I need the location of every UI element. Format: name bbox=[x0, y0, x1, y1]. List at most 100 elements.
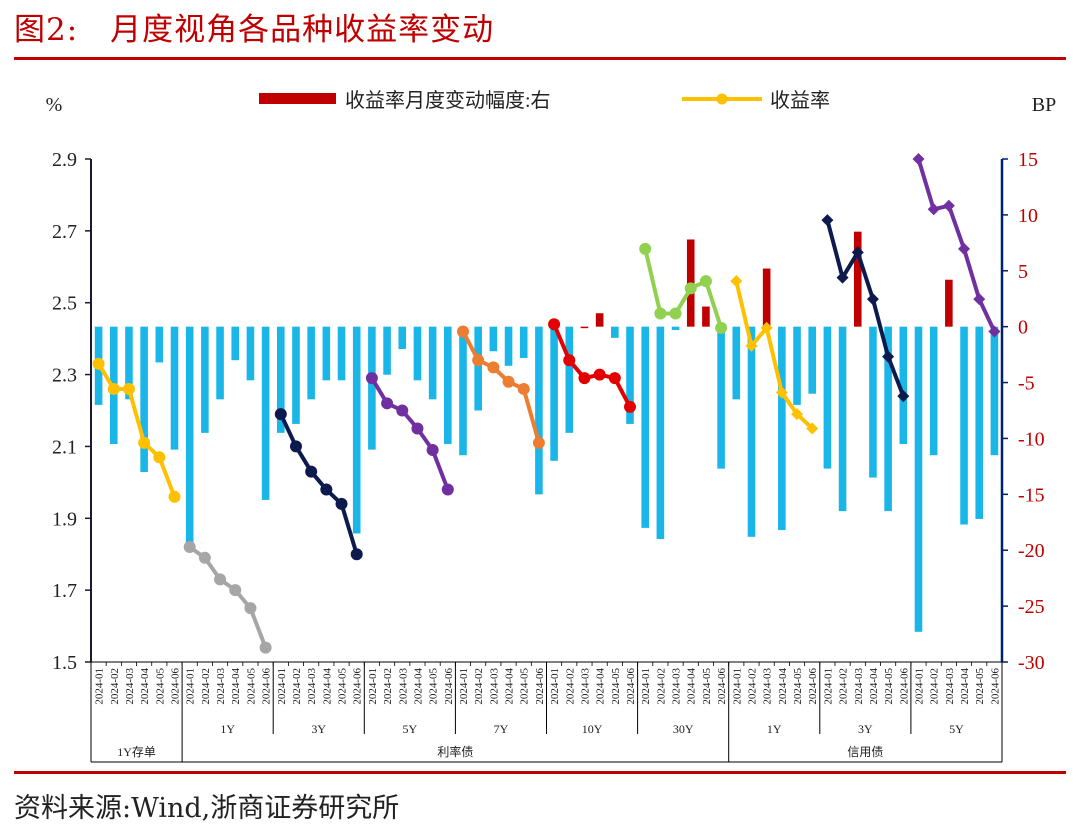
change-bar bbox=[398, 326, 407, 350]
yield-point bbox=[274, 408, 287, 421]
yield-point bbox=[138, 436, 151, 449]
chart: 1.5 1.7 1.9 2.1 2.3 2.5 2.7 2.9 -30 -25 -20 -15 -10 -… bbox=[46, 89, 1056, 763]
change-bar bbox=[170, 326, 179, 450]
yield-point bbox=[305, 465, 318, 478]
change-bar bbox=[990, 326, 999, 456]
yield-point bbox=[168, 490, 181, 503]
month-tick-label: 2024-06 bbox=[898, 668, 910, 705]
figure-title: 图2: 月度视角各品种收益率变动 bbox=[14, 12, 495, 48]
yield-point bbox=[350, 548, 363, 561]
yield-point bbox=[745, 339, 758, 352]
right-tick-label: -20 bbox=[1018, 540, 1045, 562]
yield-point bbox=[107, 382, 120, 395]
yield-point bbox=[730, 275, 743, 288]
left-tick-label: 2.5 bbox=[52, 293, 77, 315]
left-tick-label: 2.7 bbox=[52, 221, 77, 243]
yield-point bbox=[988, 325, 1001, 338]
change-bar bbox=[565, 326, 574, 433]
change-bar bbox=[823, 326, 832, 469]
change-bar bbox=[929, 326, 938, 456]
yield-point bbox=[882, 350, 895, 363]
yield-point bbox=[320, 483, 333, 496]
change-bar bbox=[717, 326, 725, 469]
yield-point bbox=[472, 354, 485, 367]
yield-point bbox=[624, 400, 637, 413]
month-tick-label: 2024-05 bbox=[519, 668, 531, 705]
month-tick-label: 2024-05 bbox=[154, 668, 166, 705]
change-bar bbox=[307, 326, 315, 400]
left-tick-label: 2.9 bbox=[52, 149, 77, 171]
group-label: 5Y bbox=[403, 722, 418, 736]
yield-point bbox=[517, 382, 530, 395]
yield-point bbox=[639, 242, 652, 255]
change-bar bbox=[140, 326, 148, 472]
month-tick-label: 2024-06 bbox=[261, 668, 273, 705]
group-label: 30Y bbox=[673, 722, 694, 736]
month-tick-label: 2024-03 bbox=[671, 668, 683, 705]
change-bar bbox=[337, 326, 346, 381]
group-label: 3Y bbox=[311, 722, 326, 736]
month-tick-label: 2024-03 bbox=[762, 668, 774, 705]
yield-point bbox=[760, 321, 773, 334]
yield-point bbox=[927, 203, 940, 216]
month-tick-label: 2024-06 bbox=[534, 668, 546, 705]
change-bar bbox=[125, 326, 133, 400]
source-note: 资料来源:Wind,浙商证券研究所 bbox=[14, 793, 400, 824]
month-tick-label: 2024-04 bbox=[412, 668, 424, 705]
yield-point bbox=[198, 551, 211, 564]
month-tick-label: 2024-05 bbox=[883, 668, 895, 705]
yield-point bbox=[214, 573, 227, 586]
month-tick-label: 2024-05 bbox=[610, 668, 622, 705]
change-bar bbox=[778, 326, 786, 531]
month-tick-label: 2024-06 bbox=[989, 668, 1001, 705]
yield-point bbox=[942, 199, 955, 212]
month-tick-label: 2024-04 bbox=[686, 668, 698, 705]
yield-point bbox=[396, 404, 409, 417]
change-bar bbox=[261, 326, 270, 500]
yield-point bbox=[851, 246, 864, 259]
yield-point bbox=[593, 368, 606, 381]
yield-point bbox=[836, 271, 849, 284]
yield-point bbox=[608, 372, 621, 385]
yield-point bbox=[578, 372, 591, 385]
change-bar bbox=[489, 326, 498, 352]
bottom-rule bbox=[14, 771, 1066, 774]
category-label-credit-bonds: 信用债 bbox=[847, 745, 883, 759]
yield-point bbox=[381, 397, 394, 410]
change-bar bbox=[322, 326, 331, 381]
month-tick-label: 2024-06 bbox=[352, 668, 364, 705]
change-bar bbox=[246, 326, 255, 381]
change-bar bbox=[535, 326, 543, 495]
month-tick-label: 2024-01 bbox=[640, 668, 652, 705]
month-tick-label: 2024-06 bbox=[625, 668, 637, 705]
month-tick-label: 2024-02 bbox=[382, 668, 394, 705]
month-tick-label: 2024-03 bbox=[306, 668, 318, 705]
month-tick-label: 2024-04 bbox=[321, 668, 333, 705]
change-bar bbox=[504, 326, 513, 366]
yield-point bbox=[669, 307, 682, 320]
group-label: 7Y bbox=[494, 722, 509, 736]
month-tick-label: 2024-03 bbox=[944, 668, 956, 705]
change-bar bbox=[216, 326, 224, 400]
month-tick-label: 2024-02 bbox=[746, 668, 758, 705]
left-tick-label: 1.5 bbox=[52, 652, 77, 674]
change-bar bbox=[580, 326, 589, 329]
yield-point bbox=[912, 153, 925, 165]
month-tick-label: 2024-05 bbox=[337, 668, 349, 705]
right-tick-label: -15 bbox=[1018, 484, 1045, 506]
yield-point bbox=[153, 451, 166, 464]
group-label: 3Y bbox=[858, 722, 873, 736]
yield-point bbox=[684, 282, 697, 295]
change-bar bbox=[459, 326, 467, 456]
group-label: 5Y bbox=[949, 722, 964, 736]
month-tick-label: 2024-05 bbox=[974, 668, 986, 705]
change-bar bbox=[352, 326, 361, 534]
month-tick-label: 2024-06 bbox=[716, 668, 728, 705]
group-label: 1Y存单 bbox=[117, 745, 156, 759]
month-tick-label: 2024-04 bbox=[959, 668, 971, 705]
right-tick-label: -25 bbox=[1018, 596, 1045, 618]
yield-point bbox=[806, 422, 819, 435]
yield-point bbox=[92, 357, 105, 370]
left-tick-label: 1.7 bbox=[52, 580, 77, 602]
right-tick-label: 15 bbox=[1018, 149, 1038, 171]
